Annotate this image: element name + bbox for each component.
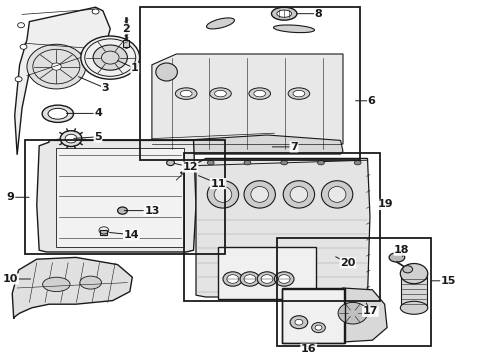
- Bar: [140, 7, 360, 160]
- Ellipse shape: [283, 181, 315, 208]
- Polygon shape: [12, 257, 132, 319]
- Ellipse shape: [27, 44, 86, 89]
- Ellipse shape: [167, 160, 174, 166]
- Text: 13: 13: [144, 206, 160, 216]
- Ellipse shape: [48, 108, 68, 119]
- Bar: [100, 230, 107, 235]
- Text: 12: 12: [182, 162, 198, 172]
- Ellipse shape: [281, 161, 288, 165]
- Text: 18: 18: [394, 245, 410, 255]
- Ellipse shape: [273, 25, 315, 33]
- Polygon shape: [152, 54, 343, 155]
- Text: 9: 9: [7, 192, 15, 202]
- Text: 14: 14: [123, 230, 139, 240]
- Polygon shape: [56, 148, 184, 247]
- Text: 2: 2: [122, 24, 130, 34]
- Ellipse shape: [318, 161, 324, 165]
- Ellipse shape: [20, 44, 27, 49]
- Ellipse shape: [244, 275, 256, 283]
- Ellipse shape: [403, 266, 413, 273]
- Polygon shape: [196, 158, 370, 297]
- Polygon shape: [321, 288, 387, 342]
- Ellipse shape: [290, 316, 308, 329]
- Bar: [184, 153, 380, 301]
- Ellipse shape: [180, 90, 192, 97]
- Text: 5: 5: [94, 132, 102, 142]
- Ellipse shape: [354, 161, 361, 165]
- Text: 6: 6: [368, 96, 375, 106]
- Text: 20: 20: [340, 258, 356, 268]
- Ellipse shape: [92, 9, 99, 14]
- Ellipse shape: [261, 275, 273, 283]
- Ellipse shape: [251, 186, 269, 202]
- Ellipse shape: [207, 18, 234, 29]
- Polygon shape: [15, 7, 110, 155]
- Ellipse shape: [175, 88, 197, 99]
- Bar: [24, 140, 225, 254]
- Bar: [282, 288, 345, 343]
- Ellipse shape: [156, 63, 177, 81]
- Ellipse shape: [43, 277, 70, 292]
- Ellipse shape: [290, 186, 308, 202]
- Ellipse shape: [244, 161, 251, 165]
- Ellipse shape: [215, 90, 226, 97]
- Text: 15: 15: [441, 276, 456, 286]
- Ellipse shape: [240, 272, 260, 286]
- Text: 1: 1: [131, 63, 139, 73]
- Ellipse shape: [321, 181, 353, 208]
- Ellipse shape: [51, 63, 61, 70]
- Ellipse shape: [278, 275, 290, 283]
- Ellipse shape: [223, 272, 243, 286]
- Ellipse shape: [249, 88, 270, 99]
- Text: 16: 16: [301, 344, 317, 354]
- Ellipse shape: [65, 134, 77, 143]
- Ellipse shape: [93, 45, 127, 70]
- Ellipse shape: [210, 88, 231, 99]
- Ellipse shape: [312, 323, 325, 333]
- Ellipse shape: [207, 161, 214, 165]
- Ellipse shape: [92, 48, 99, 53]
- Ellipse shape: [81, 36, 140, 79]
- Text: 7: 7: [290, 142, 298, 152]
- Text: 17: 17: [363, 306, 378, 316]
- Ellipse shape: [207, 181, 239, 208]
- Ellipse shape: [295, 319, 303, 325]
- Ellipse shape: [227, 275, 239, 283]
- Ellipse shape: [288, 88, 310, 99]
- Text: 10: 10: [3, 274, 19, 284]
- Text: 11: 11: [210, 179, 226, 189]
- Ellipse shape: [244, 181, 275, 208]
- Bar: [123, 40, 129, 47]
- Ellipse shape: [315, 325, 322, 330]
- Ellipse shape: [60, 131, 82, 147]
- Bar: [401, 274, 427, 308]
- Ellipse shape: [328, 186, 346, 202]
- Ellipse shape: [277, 10, 292, 17]
- Ellipse shape: [118, 207, 127, 214]
- Ellipse shape: [257, 272, 277, 286]
- Ellipse shape: [271, 7, 297, 20]
- Ellipse shape: [15, 77, 22, 82]
- Ellipse shape: [389, 253, 405, 262]
- Ellipse shape: [338, 302, 368, 324]
- Polygon shape: [152, 135, 343, 154]
- Ellipse shape: [214, 186, 232, 202]
- Ellipse shape: [293, 90, 305, 97]
- Text: 8: 8: [315, 9, 322, 19]
- Text: 4: 4: [94, 108, 102, 118]
- Bar: [282, 289, 344, 343]
- Ellipse shape: [98, 41, 105, 46]
- Ellipse shape: [18, 23, 24, 28]
- Polygon shape: [37, 140, 196, 252]
- Text: 3: 3: [101, 83, 109, 93]
- Bar: [218, 247, 316, 299]
- Ellipse shape: [42, 105, 74, 122]
- Bar: [277, 238, 431, 346]
- Text: 19: 19: [377, 199, 393, 210]
- Ellipse shape: [400, 301, 428, 314]
- Ellipse shape: [274, 272, 294, 286]
- Ellipse shape: [400, 264, 428, 284]
- Ellipse shape: [254, 90, 266, 97]
- Ellipse shape: [80, 276, 101, 289]
